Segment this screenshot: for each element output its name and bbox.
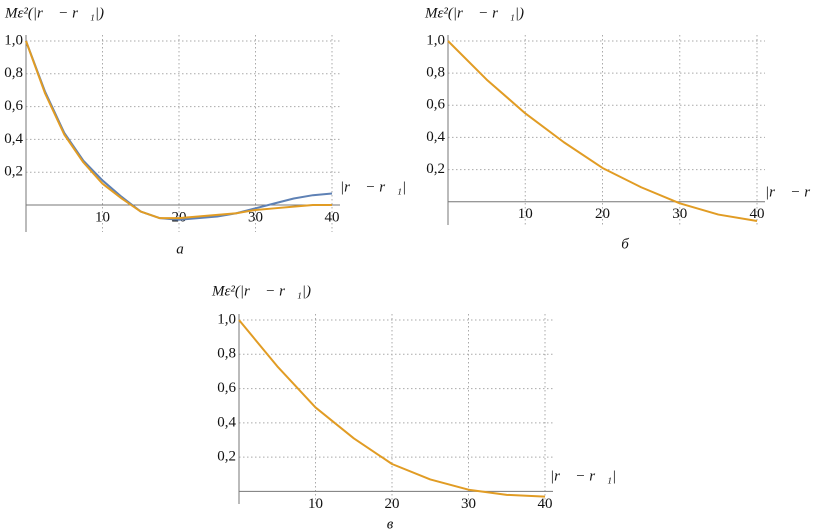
y-tick-label: 0,8 xyxy=(4,65,23,81)
x-axis-label: |r⃗ − r⃗₁| xyxy=(550,468,616,484)
y-tick-label: 0,4 xyxy=(4,131,23,147)
y-tick-label: 0,2 xyxy=(217,449,236,465)
x-tick-label: 20 xyxy=(385,496,400,512)
x-tick-label: 30 xyxy=(672,206,687,222)
y-tick-label: 0,4 xyxy=(217,414,236,430)
series-line xyxy=(238,319,546,498)
series-line xyxy=(25,40,332,220)
y-tick-label: 0,6 xyxy=(217,380,236,396)
y-tick-label: 1,0 xyxy=(426,32,445,48)
y-tick-label: 0,6 xyxy=(4,98,23,114)
x-tick-label: 10 xyxy=(308,496,323,512)
x-axis-label: |r⃗ − r⃗₁| xyxy=(765,184,817,200)
caption: а xyxy=(176,241,184,257)
caption: в xyxy=(387,516,394,532)
x-tick-label: 40 xyxy=(538,496,553,512)
y-tick-label: 1,0 xyxy=(4,32,23,48)
y-tick-label: 0,2 xyxy=(4,164,23,180)
x-tick-label: 10 xyxy=(95,209,110,225)
x-tick-label: 40 xyxy=(325,209,340,225)
y-tick-label: 0,4 xyxy=(426,129,445,145)
y-tick-label: 1,0 xyxy=(217,311,236,327)
x-tick-label: 20 xyxy=(595,206,610,222)
y-tick-label: 0,6 xyxy=(426,97,445,113)
y-axis-label: Mε²(|r⃗ − r⃗₁|) xyxy=(424,5,524,21)
y-tick-label: 0,8 xyxy=(217,346,236,362)
x-axis-label: |r⃗ − r⃗₁| xyxy=(340,179,406,195)
y-tick-label: 0,2 xyxy=(426,161,445,177)
y-axis-label: Mε²(|r⃗ − r⃗₁|) xyxy=(4,5,104,21)
x-tick-label: 30 xyxy=(461,496,476,512)
x-tick-label: 10 xyxy=(518,206,533,222)
y-axis-label: Mε²(|r⃗ − r⃗₁|) xyxy=(211,283,311,299)
caption: б xyxy=(621,236,629,252)
x-tick-label: 40 xyxy=(750,206,765,222)
series-line xyxy=(447,40,758,222)
y-tick-label: 0,8 xyxy=(426,65,445,81)
x-tick-label: 30 xyxy=(248,209,263,225)
